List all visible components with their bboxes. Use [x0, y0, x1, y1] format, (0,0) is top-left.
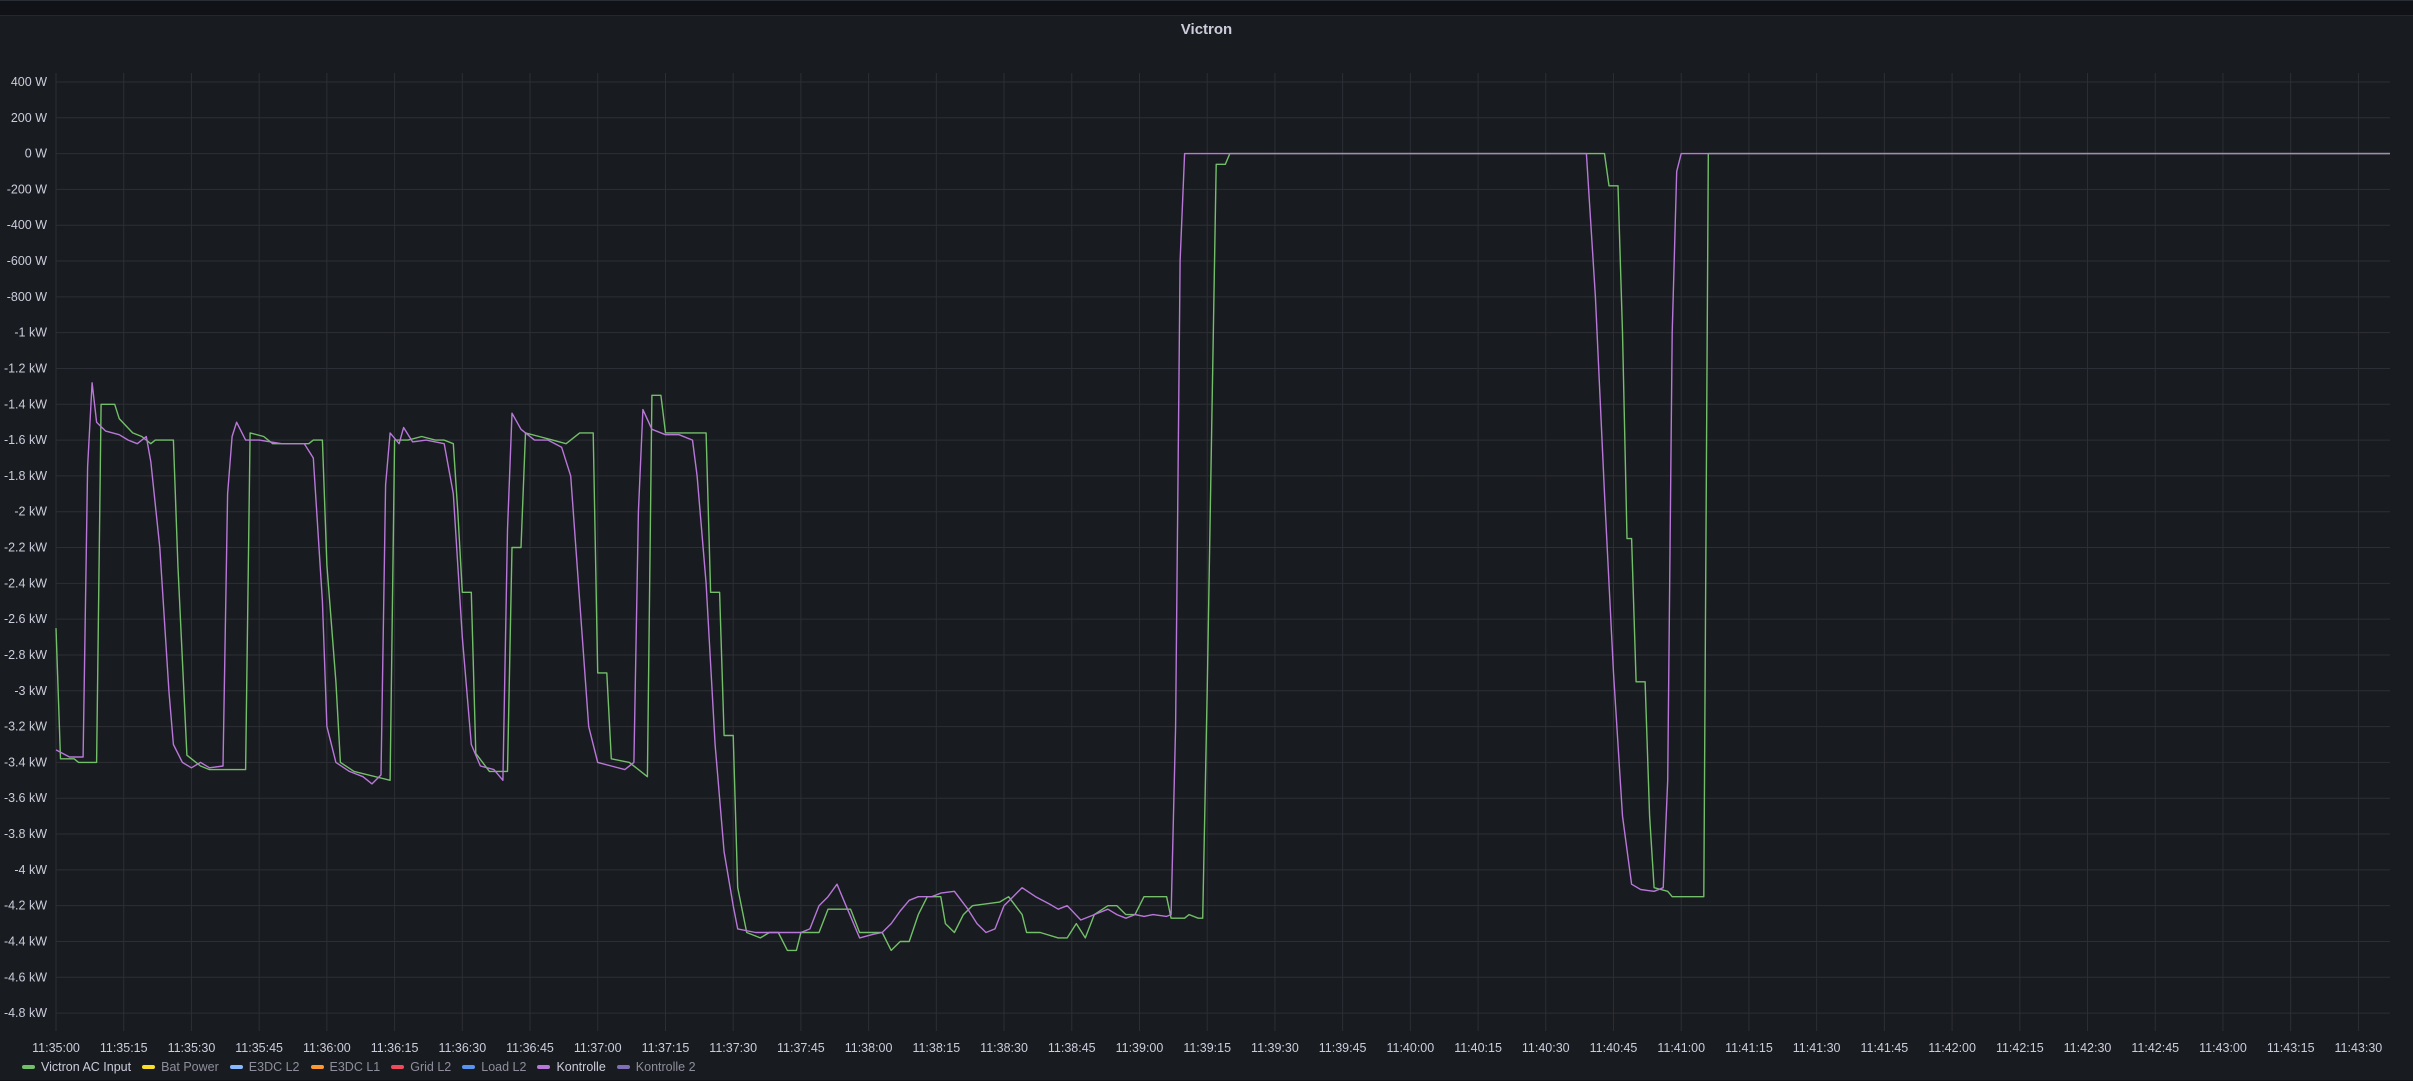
y-tick-label: -200 W — [7, 182, 47, 196]
x-tick-label: 11:41:15 — [1725, 1041, 1773, 1055]
legend-item-load-l2[interactable]: Load L2 — [462, 1060, 526, 1074]
panel-top-strip — [0, 1, 2413, 16]
y-tick-label: 400 W — [11, 75, 47, 89]
x-tick-label: 11:41:00 — [1657, 1041, 1705, 1055]
x-tick-label: 11:38:15 — [912, 1041, 960, 1055]
x-tick-label: 11:37:15 — [642, 1041, 690, 1055]
legend-swatch — [391, 1065, 405, 1069]
y-tick-label: -2.6 kW — [4, 612, 47, 626]
x-tick-label: 11:43:30 — [2335, 1041, 2383, 1055]
legend-label: E3DC L2 — [248, 1060, 300, 1074]
y-tick-label: -2.8 kW — [4, 648, 47, 662]
legend-swatch — [310, 1065, 324, 1069]
y-tick-label: -1.2 kW — [4, 361, 47, 375]
x-tick-label: 11:39:45 — [1319, 1041, 1367, 1055]
x-tick-label: 11:40:45 — [1590, 1041, 1638, 1055]
x-tick-label: 11:35:30 — [168, 1041, 216, 1055]
y-tick-label: -2.2 kW — [4, 541, 47, 555]
legend-swatch — [616, 1065, 630, 1069]
x-tick-label: 11:42:15 — [1996, 1041, 2044, 1055]
x-tick-label: 11:36:00 — [303, 1041, 351, 1055]
chart-series-lines — [55, 152, 2390, 952]
y-tick-label: -3.6 kW — [4, 791, 47, 805]
series-line-victron-ac-input — [55, 152, 2390, 952]
legend-swatch — [462, 1065, 476, 1069]
chart-legend: Victron AC Input Bat Power E3DC L2 E3DC L1 G… — [22, 1058, 707, 1076]
legend-label: Kontrolle 2 — [635, 1060, 696, 1074]
y-tick-label: -600 W — [7, 254, 47, 268]
legend-item-e3dc-l1[interactable]: E3DC L1 — [310, 1060, 381, 1074]
y-tick-label: -1.6 kW — [4, 433, 47, 447]
y-tick-label: -1 kW — [14, 326, 47, 340]
x-tick-label: 11:35:45 — [235, 1041, 283, 1055]
legend-label: Grid L2 — [410, 1060, 452, 1074]
legend-swatch — [229, 1065, 243, 1069]
y-tick-label: -1.8 kW — [4, 469, 47, 483]
y-tick-label: -4.6 kW — [4, 970, 47, 984]
x-tick-label: 11:37:00 — [574, 1041, 622, 1055]
y-tick-label: -800 W — [7, 290, 47, 304]
x-tick-label: 11:43:00 — [2199, 1041, 2247, 1055]
x-tick-label: 11:37:45 — [777, 1041, 825, 1055]
x-tick-label: 11:36:30 — [438, 1041, 486, 1055]
chart-grid — [55, 73, 2390, 1031]
x-tick-label: 11:36:45 — [506, 1041, 554, 1055]
y-tick-label: 200 W — [11, 111, 47, 125]
y-tick-label: -2.4 kW — [4, 576, 47, 590]
x-tick-label: 11:42:00 — [1928, 1041, 1976, 1055]
y-tick-label: -4.8 kW — [4, 1006, 47, 1020]
legend-label: Bat Power — [161, 1060, 219, 1074]
x-tick-label: 11:40:30 — [1522, 1041, 1570, 1055]
legend-item-kontrolle-2[interactable]: Kontrolle 2 — [616, 1060, 696, 1074]
x-tick-label: 11:39:30 — [1251, 1041, 1299, 1055]
y-tick-label: -4.4 kW — [4, 934, 47, 948]
y-tick-label: -4 kW — [14, 863, 47, 877]
x-tick-label: 11:38:30 — [980, 1041, 1028, 1055]
y-tick-label: 0 W — [25, 147, 47, 161]
y-tick-label: -3.4 kW — [4, 755, 47, 769]
series-line-kontrolle — [55, 152, 2390, 939]
legend-swatch — [537, 1065, 551, 1069]
y-tick-label: -3.2 kW — [4, 720, 47, 734]
y-tick-label: -3 kW — [14, 684, 47, 698]
legend-swatch — [142, 1065, 156, 1069]
x-tick-label: 11:40:15 — [1454, 1041, 1502, 1055]
x-tick-label: 11:42:30 — [2064, 1041, 2112, 1055]
y-tick-label: -400 W — [7, 218, 47, 232]
x-tick-label: 11:42:45 — [2131, 1041, 2179, 1055]
x-axis: 11:35:00 11:35:15 11:35:30 11:35:45 11:36:00… — [32, 1041, 2382, 1055]
x-tick-label: 11:39:00 — [1116, 1041, 1164, 1055]
x-tick-label: 11:35:00 — [32, 1041, 80, 1055]
legend-swatch — [22, 1065, 35, 1069]
y-tick-label: -4.2 kW — [4, 899, 47, 913]
panel-title[interactable]: Victron — [1180, 21, 1233, 38]
legend-item-e3dc-l2[interactable]: E3DC L2 — [229, 1060, 300, 1074]
x-tick-label: 11:38:00 — [845, 1041, 893, 1055]
legend-item-victron-ac-input[interactable]: Victron AC Input — [22, 1060, 131, 1074]
x-tick-label: 11:40:00 — [1386, 1041, 1434, 1055]
x-tick-label: 11:37:30 — [709, 1041, 757, 1055]
x-tick-label: 11:41:45 — [1861, 1041, 1909, 1055]
legend-label: Load L2 — [481, 1060, 527, 1074]
legend-label: Victron AC Input — [41, 1060, 132, 1074]
x-tick-label: 11:35:15 — [100, 1041, 148, 1055]
y-tick-label: -2 kW — [14, 505, 47, 519]
x-tick-label: 11:41:30 — [1793, 1041, 1841, 1055]
x-tick-label: 11:38:45 — [1048, 1041, 1096, 1055]
x-tick-label: 11:43:15 — [2267, 1041, 2315, 1055]
x-tick-label: 11:36:15 — [371, 1041, 419, 1055]
legend-label: Kontrolle — [556, 1060, 606, 1074]
legend-item-kontrolle[interactable]: Kontrolle — [537, 1060, 606, 1074]
legend-item-grid-l2[interactable]: Grid L2 — [391, 1060, 451, 1074]
legend-item-bat-power[interactable]: Bat Power — [142, 1060, 219, 1074]
y-tick-label: -3.8 kW — [4, 827, 47, 841]
y-axis: 400 W 200 W 0 W -200 W -400 W -600 W -800 W -1 … — [4, 75, 47, 1020]
y-tick-label: -1.4 kW — [4, 397, 47, 411]
legend-label: E3DC L1 — [329, 1060, 381, 1074]
x-tick-label: 11:39:15 — [1183, 1041, 1231, 1055]
